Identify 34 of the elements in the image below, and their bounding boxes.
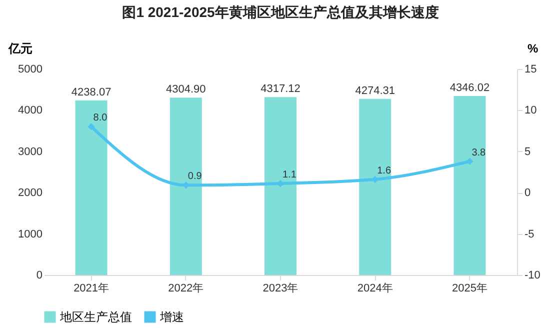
data-label: 4238.07 [71,86,112,98]
data-label: 4274.31 [355,84,395,97]
x-tick-label: 2021年 [74,282,110,294]
x-tick-label: 2022年 [168,282,204,294]
y-tick-label: 2000 [18,187,42,200]
y-tick-label: 5000 [18,64,42,76]
y2-tick-label: 10 [524,104,537,117]
chart-title: 图1 2021-2025年黄埔区地区生产总值及其增长速度 [122,4,439,20]
y2-axis-title: % [528,42,538,56]
x-tick-label: 2025年 [452,282,488,294]
data-label: 8.0 [93,112,108,124]
data-label: 1.6 [377,165,392,176]
y2-tick-label: 5 [524,146,531,158]
x-tick-label: 2023年 [262,282,298,294]
y2-tick-label: -10 [524,270,540,282]
point [88,123,95,130]
y-tick-label: 4000 [18,104,42,117]
y2-tick-label: 15 [524,64,537,76]
y-tick-label: 1000 [18,228,42,240]
y-tick-label: 3000 [18,146,42,158]
legend-label: 地区生产总值 [59,310,132,324]
data-label: 4346.02 [450,82,490,94]
point [466,158,474,165]
y-axis-title: 亿元 [8,42,32,56]
data-label: 1.1 [282,170,297,181]
y-tick-label: 0 [36,270,42,282]
data-label: 4304.90 [166,84,206,96]
data-label: 0.9 [188,171,202,182]
legend-label: 增速 [159,310,184,324]
y2-tick-label: 0 [524,187,531,200]
y2-tick-label: -5 [524,228,534,240]
data-label: 3.8 [472,147,486,158]
data-label: 4317.12 [260,83,300,96]
x-tick-label: 2024年 [357,282,393,294]
